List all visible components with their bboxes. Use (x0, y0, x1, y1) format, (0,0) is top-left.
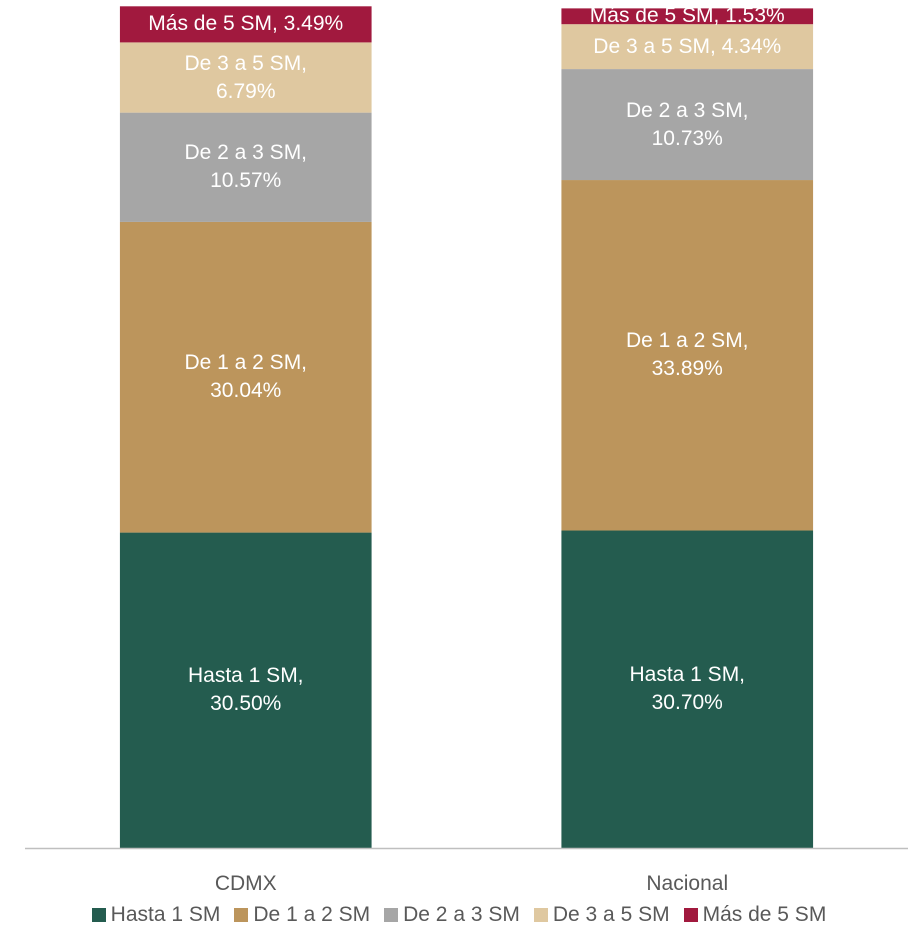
bar-segment (119, 112, 372, 222)
data-label: De 3 a 5 SM, 4.34% (593, 34, 782, 58)
data-label: De 2 a 3 SM, 10.57% (184, 141, 308, 193)
bar-segment (561, 24, 814, 70)
bar-segment (561, 530, 814, 848)
bar-segment (561, 180, 814, 531)
legend-swatch (384, 908, 399, 922)
legend-label: De 2 a 3 SM (403, 903, 520, 926)
legend: Hasta 1 SM De 1 a 2 SM De 2 a 3 SM De 3 a 5… (0, 903, 918, 927)
legend-swatch (91, 908, 106, 922)
x-tick-label: CDMX (214, 872, 277, 895)
bar-segment (561, 69, 814, 181)
legend-item: De 2 a 3 SM (384, 903, 520, 927)
legend-item: Más de 5 SM (683, 903, 827, 927)
legend-label: Más de 5 SM (702, 903, 827, 926)
legend-swatch (533, 908, 548, 922)
legend-swatch (234, 908, 249, 922)
data-label: De 1 a 2 SM, 33.89% (625, 329, 749, 381)
legend-label: De 1 a 2 SM (253, 903, 371, 926)
data-label: De 1 a 2 SM, 30.04% (184, 351, 308, 403)
bar-segment (119, 6, 372, 43)
legend-label: Hasta 1 SM (110, 903, 221, 926)
bar-segment (119, 221, 372, 533)
legend-swatch (683, 908, 698, 922)
bar-segment (119, 532, 372, 848)
legend-item: De 3 a 5 SM (533, 903, 670, 927)
data-label: De 2 a 3 SM, 10.73% (625, 98, 749, 150)
legend-item: Hasta 1 SM (91, 903, 221, 927)
legend-label: De 3 a 5 SM (552, 903, 670, 926)
bar-segment (119, 42, 372, 113)
data-label: Más de 5 SM, 1.53% (589, 4, 785, 28)
data-label: Más de 5 SM, 3.49% (148, 12, 344, 36)
bar-segment (561, 8, 814, 25)
x-tick-label: Nacional (646, 872, 729, 895)
legend-item: De 1 a 2 SM (234, 903, 370, 927)
data-label: Hasta 1 SM, 30.70% (629, 663, 746, 715)
data-label: Hasta 1 SM, 30.50% (187, 664, 304, 716)
data-label: De 3 a 5 SM, 6.79% (184, 51, 308, 103)
